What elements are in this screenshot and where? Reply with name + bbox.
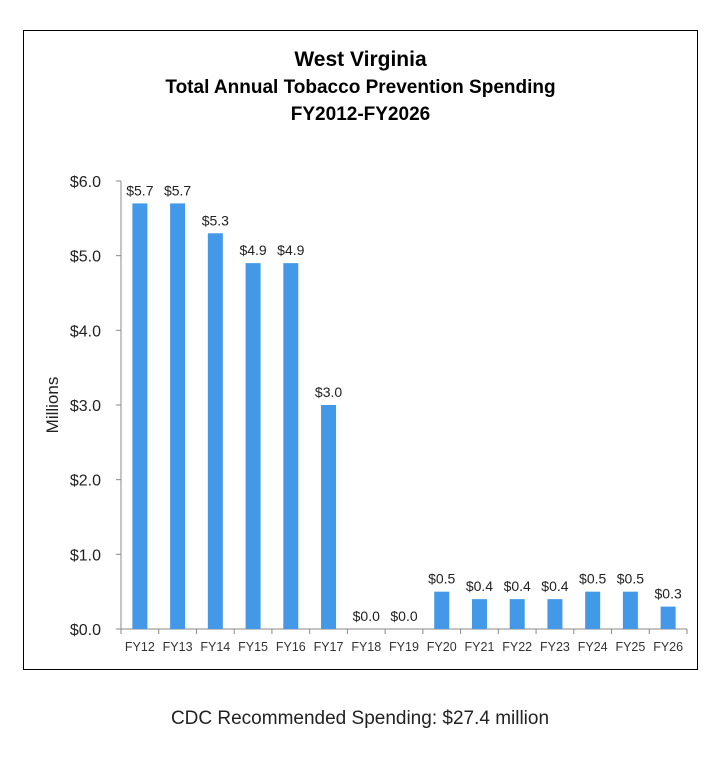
bar — [434, 591, 450, 629]
data-label: $0.0 — [390, 608, 417, 624]
y-tick-label: $3.0 — [70, 398, 101, 415]
data-label: $4.9 — [277, 242, 304, 258]
data-label: $5.7 — [126, 182, 153, 198]
data-label: $0.3 — [655, 586, 682, 602]
data-label: $4.9 — [239, 242, 266, 258]
chart-subtitle-years: FY2012-FY2026 — [290, 104, 431, 125]
bar — [170, 203, 186, 629]
y-tick-label: $6.0 — [70, 174, 101, 191]
bar — [245, 263, 261, 629]
x-tick-label: FY25 — [615, 640, 645, 654]
chart-subtitle: Total Annual Tobacco Prevention Spending — [165, 77, 556, 98]
data-label: $5.3 — [202, 212, 229, 228]
bar — [283, 263, 299, 629]
bar — [509, 599, 525, 629]
bar — [660, 606, 676, 629]
y-axis-label: Millions — [43, 377, 62, 434]
data-label: $0.0 — [353, 608, 380, 624]
bar — [547, 599, 563, 629]
chart-frame — [23, 30, 698, 670]
data-label: $5.7 — [164, 182, 191, 198]
x-tick-label: FY12 — [125, 640, 155, 654]
x-tick-label: FY22 — [502, 640, 532, 654]
data-label: $0.4 — [504, 578, 531, 594]
data-label: $0.5 — [617, 571, 644, 587]
chart-title: West Virginia — [294, 48, 427, 71]
data-label: $0.4 — [541, 578, 568, 594]
bar — [622, 591, 638, 629]
footnote: CDC Recommended Spending: $27.4 million — [170, 708, 550, 729]
bar — [471, 599, 487, 629]
bar — [132, 203, 148, 629]
y-tick-label: $1.0 — [70, 547, 101, 564]
x-tick-label: FY13 — [163, 640, 193, 654]
y-tick-label: $0.0 — [70, 622, 101, 639]
x-tick-label: FY26 — [653, 640, 683, 654]
bar — [207, 233, 223, 629]
x-tick-label: FY20 — [427, 640, 457, 654]
data-label: $0.5 — [579, 571, 606, 587]
data-label: $0.5 — [428, 571, 455, 587]
bar — [585, 591, 601, 629]
x-tick-label: FY15 — [238, 640, 268, 654]
x-tick-label: FY24 — [578, 640, 608, 654]
x-tick-label: FY17 — [314, 640, 344, 654]
y-tick-label: $5.0 — [70, 249, 101, 266]
x-tick-label: FY16 — [276, 640, 306, 654]
x-tick-label: FY21 — [465, 640, 495, 654]
x-tick-label: FY23 — [540, 640, 570, 654]
x-tick-label: FY14 — [200, 640, 230, 654]
data-label: $3.0 — [315, 384, 342, 400]
x-tick-label: FY18 — [351, 640, 381, 654]
x-tick-label: FY19 — [389, 640, 419, 654]
bar — [321, 405, 337, 629]
y-tick-label: $2.0 — [70, 473, 101, 490]
data-label: $0.4 — [466, 578, 493, 594]
y-tick-label: $4.0 — [70, 323, 101, 340]
